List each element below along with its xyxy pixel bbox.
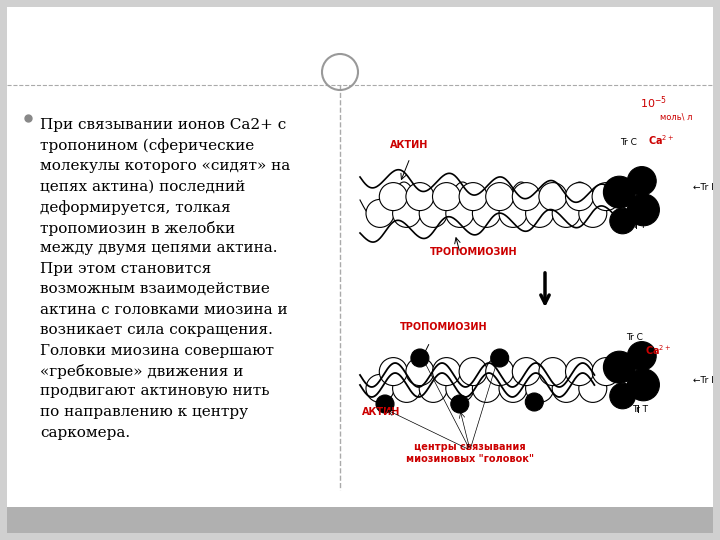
Circle shape bbox=[603, 176, 635, 208]
Circle shape bbox=[513, 183, 540, 211]
Text: тропомиозин в желобки: тропомиозин в желобки bbox=[40, 220, 235, 235]
Text: саркомера.: саркомера. bbox=[40, 426, 130, 440]
Text: Tr C: Tr C bbox=[620, 138, 637, 147]
Circle shape bbox=[526, 374, 554, 402]
Circle shape bbox=[565, 183, 593, 211]
Text: ←Tr I: ←Tr I bbox=[693, 376, 714, 385]
Text: деформируется, толкая: деформируется, толкая bbox=[40, 200, 230, 215]
Text: тропонином (сферические: тропонином (сферические bbox=[40, 138, 254, 153]
Circle shape bbox=[419, 374, 447, 402]
Circle shape bbox=[406, 183, 434, 211]
Circle shape bbox=[379, 183, 408, 211]
Circle shape bbox=[579, 374, 607, 402]
Circle shape bbox=[486, 183, 513, 211]
Circle shape bbox=[499, 199, 527, 227]
Circle shape bbox=[627, 369, 660, 401]
Text: Tr C: Tr C bbox=[626, 333, 643, 342]
Circle shape bbox=[433, 357, 461, 386]
Circle shape bbox=[526, 393, 544, 411]
Circle shape bbox=[392, 374, 420, 402]
Circle shape bbox=[539, 183, 567, 211]
Circle shape bbox=[433, 183, 461, 211]
Circle shape bbox=[459, 357, 487, 386]
Text: АКТИН: АКТИН bbox=[390, 140, 428, 150]
Circle shape bbox=[603, 351, 635, 383]
Circle shape bbox=[592, 357, 620, 386]
Text: «гребковые» движения и: «гребковые» движения и bbox=[40, 364, 243, 379]
Text: АКТИН: АКТИН bbox=[362, 407, 400, 417]
Circle shape bbox=[472, 199, 500, 227]
Text: по направлению к центру: по направлению к центру bbox=[40, 405, 248, 419]
Circle shape bbox=[366, 199, 394, 227]
Text: Tr T: Tr T bbox=[632, 405, 648, 414]
Circle shape bbox=[526, 199, 554, 227]
Text: между двумя цепями актина.: между двумя цепями актина. bbox=[40, 241, 277, 255]
Text: центры связывания: центры связывания bbox=[414, 442, 526, 452]
Text: молекулы которого «сидят» на: молекулы которого «сидят» на bbox=[40, 159, 290, 173]
Circle shape bbox=[446, 374, 474, 402]
Circle shape bbox=[459, 183, 487, 211]
Circle shape bbox=[552, 199, 580, 227]
Circle shape bbox=[627, 342, 656, 370]
Text: Ca$^{2+}$: Ca$^{2+}$ bbox=[645, 343, 671, 357]
Circle shape bbox=[610, 383, 635, 409]
Circle shape bbox=[491, 349, 509, 367]
Circle shape bbox=[486, 357, 513, 386]
Text: возможным взаимодействие: возможным взаимодействие bbox=[40, 282, 270, 296]
Text: Ca$^{2+}$: Ca$^{2+}$ bbox=[648, 133, 675, 147]
Text: ТРОПОМИОЗИН: ТРОПОМИОЗИН bbox=[400, 322, 487, 332]
Text: возникает сила сокращения.: возникает сила сокращения. bbox=[40, 323, 273, 337]
Circle shape bbox=[592, 183, 620, 211]
Circle shape bbox=[539, 357, 567, 386]
Text: ТРОПОМИОЗИН: ТРОПОМИОЗИН bbox=[430, 247, 518, 257]
Circle shape bbox=[451, 395, 469, 413]
Circle shape bbox=[446, 199, 474, 227]
Circle shape bbox=[392, 199, 420, 227]
Text: $10^{-5}$: $10^{-5}$ bbox=[640, 95, 667, 111]
Circle shape bbox=[366, 374, 394, 402]
Text: актина с головками миозина и: актина с головками миозина и bbox=[40, 302, 287, 316]
Text: При этом становится: При этом становится bbox=[40, 261, 211, 275]
Circle shape bbox=[499, 374, 527, 402]
Circle shape bbox=[627, 167, 656, 195]
Text: Головки миозина совершают: Головки миозина совершают bbox=[40, 343, 274, 357]
Circle shape bbox=[565, 357, 593, 386]
Text: моль\ л: моль\ л bbox=[660, 113, 693, 122]
Circle shape bbox=[376, 395, 394, 413]
Text: ←Tr I: ←Tr I bbox=[693, 183, 714, 192]
Circle shape bbox=[552, 374, 580, 402]
Circle shape bbox=[406, 357, 434, 386]
Circle shape bbox=[610, 208, 635, 234]
Circle shape bbox=[472, 374, 500, 402]
Text: При связывании ионов Са2+ с: При связывании ионов Са2+ с bbox=[40, 118, 287, 132]
Circle shape bbox=[411, 349, 429, 367]
Text: миозиновых "головок": миозиновых "головок" bbox=[406, 454, 534, 464]
Bar bbox=[7, 507, 713, 533]
Circle shape bbox=[579, 199, 607, 227]
Text: цепях актина) последний: цепях актина) последний bbox=[40, 179, 246, 193]
Circle shape bbox=[379, 357, 408, 386]
Text: продвигают актиновую нить: продвигают актиновую нить bbox=[40, 384, 269, 399]
Circle shape bbox=[627, 194, 660, 226]
Circle shape bbox=[513, 357, 540, 386]
Circle shape bbox=[419, 199, 447, 227]
Text: Tr T: Tr T bbox=[630, 221, 646, 230]
